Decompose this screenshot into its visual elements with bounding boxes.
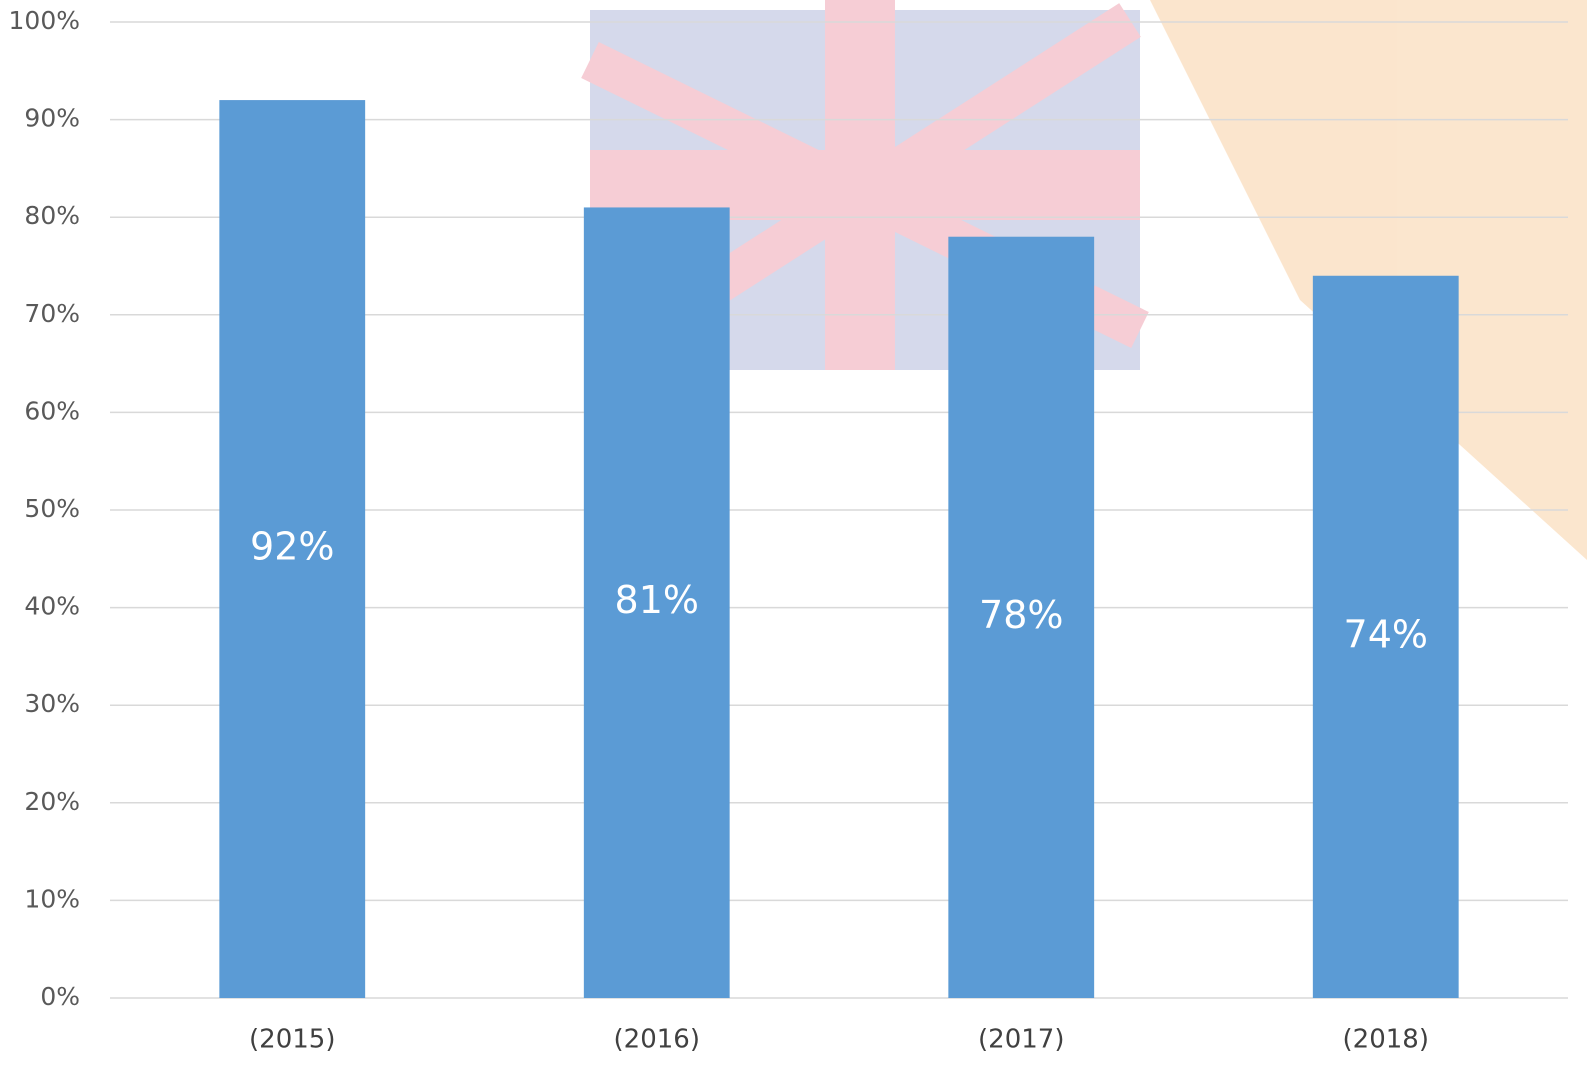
bar [583, 207, 730, 998]
y-tick-label: 70% [24, 299, 80, 328]
data-label: 78% [979, 593, 1063, 637]
y-tick-label: 20% [24, 787, 80, 816]
x-tick-label: (2016) [614, 1025, 700, 1055]
y-tick-label: 90% [24, 104, 80, 133]
data-label: 81% [615, 578, 699, 622]
bar [219, 100, 366, 998]
y-tick-label: 0% [40, 982, 80, 1011]
y-tick-label: 60% [24, 396, 80, 425]
x-tick-label: (2015) [249, 1025, 335, 1055]
flag-shape [590, 0, 1140, 370]
y-tick-label: 50% [24, 494, 80, 523]
y-tick-label: 80% [24, 201, 80, 230]
y-tick-label: 30% [24, 689, 80, 718]
data-label: 92% [250, 525, 334, 569]
data-label: 74% [1344, 612, 1428, 656]
y-tick-label: 100% [9, 6, 80, 35]
bar [1312, 275, 1459, 998]
bar [948, 236, 1095, 999]
y-tick-label: 10% [24, 884, 80, 913]
y-tick-label: 40% [24, 592, 80, 621]
x-tick-label: (2017) [978, 1025, 1064, 1055]
x-tick-label: (2018) [1343, 1025, 1429, 1055]
